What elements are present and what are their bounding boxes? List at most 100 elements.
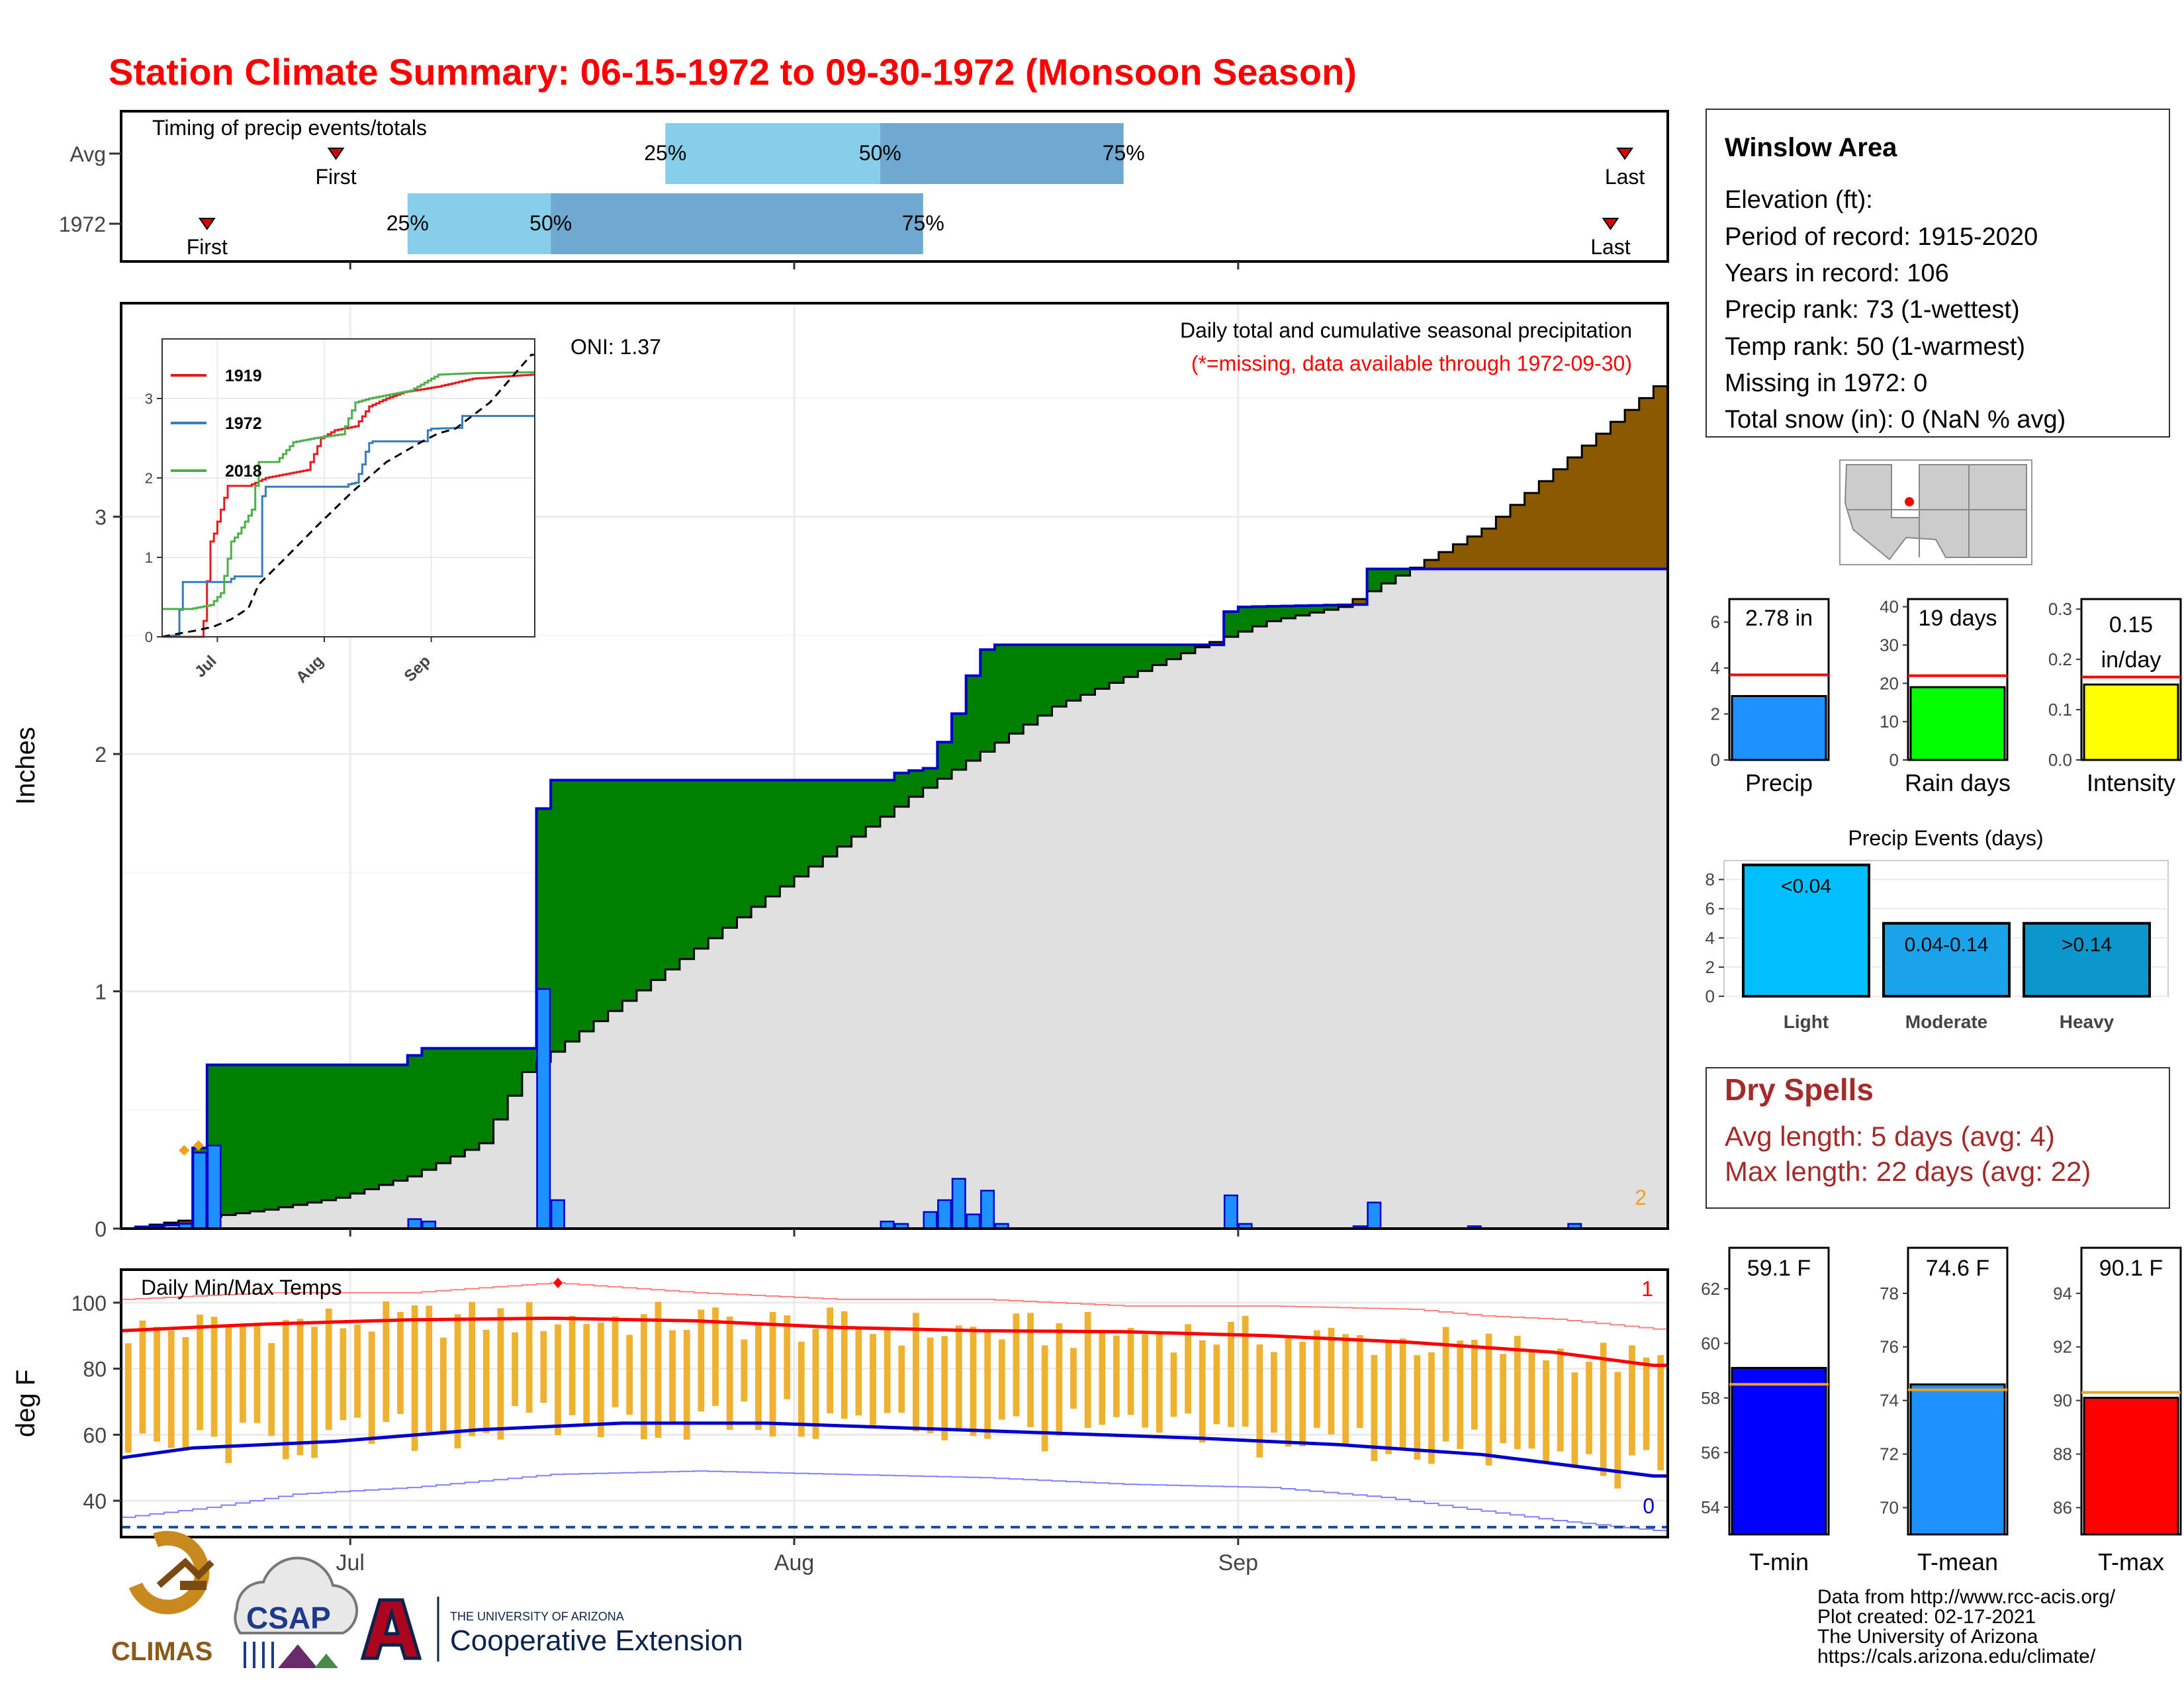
temps-daily-bar (1414, 1355, 1421, 1460)
timing-last-label: Last (1605, 165, 1645, 189)
precip-daily-bar (923, 1211, 938, 1230)
precip-avg-fill (823, 856, 838, 1229)
precip-avg-fill (1639, 569, 1654, 1229)
precip-above-avg-area (551, 780, 566, 1052)
temps-daily-bar (482, 1329, 490, 1433)
temp-bar-tick-label: 70 (1880, 1498, 1899, 1518)
temps-daily-bar (124, 1343, 132, 1453)
temps-daily-bar (1041, 1345, 1048, 1452)
temps-panel-label: Daily Min/Max Temps (141, 1276, 341, 1299)
precip-daily-bar (1367, 1201, 1382, 1230)
precip-avg-fill (665, 969, 680, 1229)
precip-above-avg-area (1295, 606, 1310, 616)
station-info-box: Winslow Area Elevation (ft): Period of r… (1706, 109, 2170, 438)
precip-above-avg-area (364, 1064, 380, 1190)
temps-daily-bar (1242, 1315, 1249, 1427)
timing-first-marker (198, 218, 216, 230)
timing-pct-label: 25% (387, 211, 429, 235)
precip-observed-line (121, 567, 1668, 1230)
temp-bar-tick-label: 92 (2053, 1337, 2072, 1357)
precip-avg-fill (1496, 569, 1511, 1229)
inset-frame (161, 338, 535, 637)
precip-above-avg-area (708, 780, 723, 939)
precip-marker (179, 1145, 190, 1156)
temps-daily-bar (1271, 1352, 1277, 1433)
info-line: Missing in 1972: 0 (1725, 369, 1927, 397)
temps-daily-bar (1013, 1313, 1020, 1417)
precip-above-avg-area (465, 1048, 480, 1150)
precip-y-tick-label: 0 (95, 1217, 107, 1241)
credit-line: https://cals.arizona.edu/climate/ (1817, 1646, 2096, 1667)
precip-avg-fill (1453, 569, 1468, 1229)
inset-series-line (162, 414, 535, 638)
temp-bar-tick-label: 78 (1880, 1284, 1899, 1303)
dry-spells-max: Max length: 22 days (avg: 22) (1725, 1156, 2091, 1187)
precip-avg-fill (1123, 677, 1138, 1229)
precip-avg-fill (422, 1170, 437, 1229)
precip-above-avg-area (1310, 605, 1325, 613)
precip-below-avg-area (1639, 398, 1654, 569)
mini-bar-tick-label: 0 (1889, 750, 1899, 770)
precip-above-avg-area (450, 1048, 465, 1157)
events-bar (1742, 863, 1870, 998)
precip-avg-fill (894, 806, 909, 1229)
precip-avg-fill (737, 917, 752, 1229)
precip-above-avg-area (765, 780, 780, 897)
precip-avg-fill (321, 1199, 337, 1229)
timing-row-label: Avg (69, 142, 106, 166)
precip-above-avg-area (894, 773, 909, 807)
temps-daily-bar (913, 1313, 919, 1432)
precip-avg-fill (1539, 569, 1554, 1229)
temps-daily-bar (1600, 1342, 1607, 1476)
precip-avg-fill (1166, 659, 1181, 1229)
inset-background (162, 339, 535, 637)
temps-background (121, 1270, 1668, 1537)
precip-above-avg-area (994, 645, 1010, 743)
temp-bar-tick-label: 88 (2053, 1444, 2072, 1464)
mini-bar-value: 2.78 in (1745, 606, 1813, 631)
temps-daily-bar (698, 1309, 705, 1412)
timing-pct-label: 75% (902, 211, 944, 235)
precip-avg-fill (478, 1143, 494, 1229)
temps-y-tick-label: 80 (83, 1358, 107, 1382)
mini-bar-tick-label: 0.1 (2048, 700, 2072, 720)
precip-above-avg-area (522, 1048, 537, 1072)
temps-daily-bar (1056, 1323, 1063, 1436)
temps-daily-bar (655, 1301, 662, 1438)
x-tick-label: Aug (774, 1550, 815, 1575)
timing-last-label: Last (1590, 235, 1631, 259)
temp-bar-tick-label: 56 (1701, 1442, 1720, 1462)
temps-daily-bar (1185, 1324, 1191, 1414)
precip-avg-fill (264, 1209, 279, 1229)
precip-above-avg-area (909, 771, 924, 797)
temps-daily-bar (741, 1339, 748, 1402)
x-tick-label: Jul (336, 1550, 364, 1575)
precip-avg-fill (1467, 569, 1482, 1229)
precip-avg-fill (1582, 569, 1597, 1229)
temps-daily-bar (311, 1327, 318, 1458)
temps-daily-bar (426, 1305, 433, 1432)
precip-above-avg-area (594, 780, 609, 1021)
temps-daily-bar (640, 1314, 647, 1440)
precip-avg-fill (1209, 645, 1224, 1229)
precip-avg-fill (1267, 621, 1282, 1229)
precip-avg-fill (866, 826, 881, 1229)
precip-above-avg-area (637, 780, 652, 991)
precip-frame (120, 302, 1669, 1230)
temps-daily-bar (626, 1335, 633, 1415)
timing-panel: Timing of precip events/totals Avg 25% 50% 7… (59, 110, 1669, 269)
events-y-tick-label: 6 (1706, 899, 1715, 919)
temps-daily-bar (167, 1330, 175, 1448)
temps-daily-bar (1299, 1341, 1306, 1446)
temps-daily-bar (1514, 1335, 1521, 1450)
temp-bar-tick-label: 72 (1880, 1444, 1899, 1464)
precip-above-avg-area (780, 780, 795, 887)
precip-above-avg-area (1138, 645, 1153, 671)
precip-avg-fill (407, 1176, 423, 1229)
precip-avg-fill (694, 949, 709, 1229)
inset-legend-label: 1972 (225, 414, 262, 433)
precip-y-tick-label: 1 (95, 980, 107, 1004)
temps-daily-bar (927, 1337, 934, 1434)
precip-above-avg-area (808, 780, 823, 867)
precip-below-avg-area (1467, 536, 1482, 569)
